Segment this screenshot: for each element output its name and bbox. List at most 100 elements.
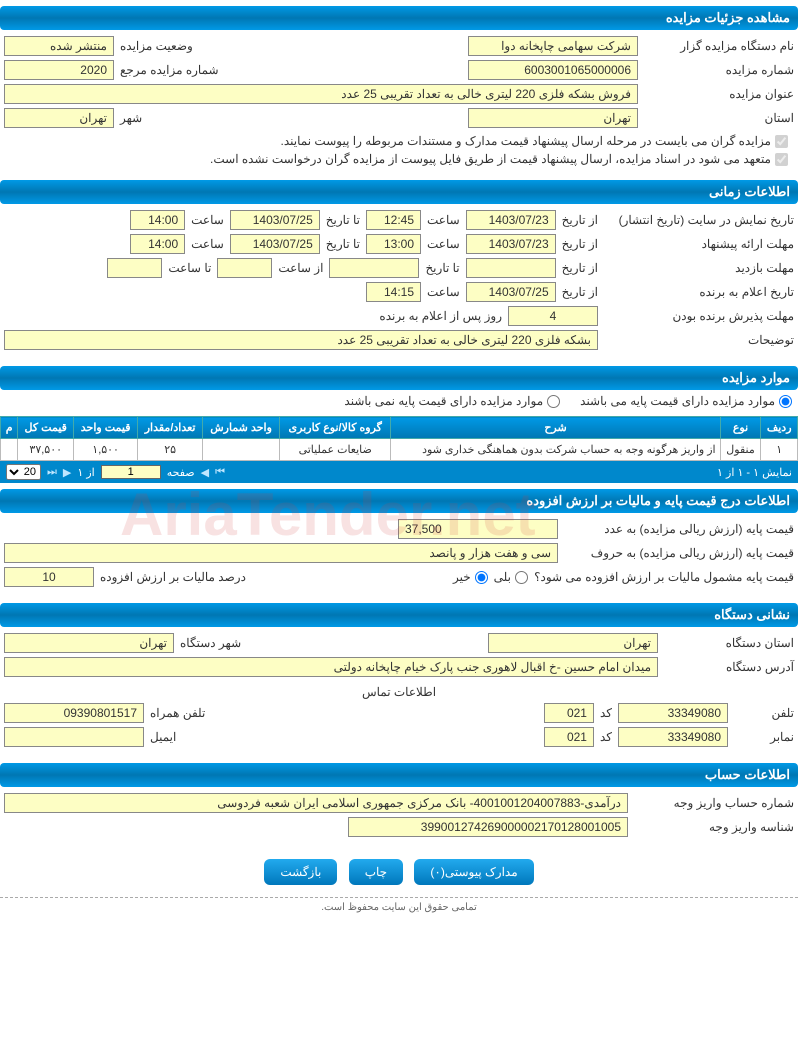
vat-q-label: قیمت پایه مشمول مالیات بر ارزش افزوده می… [534, 570, 794, 584]
cell-idx: ۱ [761, 439, 798, 461]
col-qty: تعداد/مقدار [138, 417, 203, 439]
cell-unitprice: ۱,۵۰۰ [74, 439, 138, 461]
vat-yes[interactable]: بلی [494, 570, 528, 584]
cell-unit [203, 439, 280, 461]
publish-from-date: 1403/07/23 [466, 210, 556, 230]
vat-no-input[interactable] [475, 571, 488, 584]
winner-from-label: از تاریخ [562, 285, 598, 299]
offer-label: مهلت ارائه پیشنهاد [604, 237, 794, 251]
base-txt-label: قیمت پایه (ارزش ریالی مزایده) به حروف [564, 546, 794, 560]
button-bar: مدارک پیوستی(۰) چاپ بازگشت [0, 847, 798, 897]
vat-no-label: خیر [453, 570, 471, 584]
col-row: ردیف [761, 417, 798, 439]
accept-label: مهلت پذیرش برنده بودن [604, 309, 794, 323]
org-city-label: شهر دستگاه [180, 636, 241, 650]
time-label-1: ساعت [427, 213, 460, 227]
org-city-value: تهران [4, 633, 174, 653]
status-value: منتشر شده [4, 36, 114, 56]
pager-page-input[interactable] [101, 465, 161, 479]
offer-from-label: از تاریخ [562, 237, 598, 251]
city-label: شهر [120, 111, 142, 125]
offer-from-time: 13:00 [366, 234, 421, 254]
email-label: ایمیل [150, 730, 176, 744]
province-label: استان [644, 111, 794, 125]
phone-code-label: کد [600, 706, 612, 720]
visit-to-label: تا تاریخ [425, 261, 459, 275]
org-name-label: نام دستگاه مزایده گزار [644, 39, 794, 53]
col-desc: شرح [391, 417, 720, 439]
offer-to-label: تا تاریخ [326, 237, 360, 251]
pager-first-icon[interactable]: ⏮ [215, 466, 225, 479]
pager-summary: نمایش ۱ - ۱ از ۱ [717, 466, 792, 479]
province-value: تهران [468, 108, 638, 128]
visit-label: مهلت بازدید [604, 261, 794, 275]
radio-has-price-input[interactable] [779, 395, 792, 408]
desc-value: بشکه فلزی 220 لیتری خالی به تعداد تقریبی… [4, 330, 598, 350]
from-date-label: از تاریخ [562, 213, 598, 227]
visit-from-time [217, 258, 272, 278]
publish-label: تاریخ نمایش در سایت (تاریخ انتشار) [604, 213, 794, 227]
vat-pct-value: 10 [4, 567, 94, 587]
city-value: تهران [4, 108, 114, 128]
timing-form: تاریخ نمایش در سایت (تاریخ انتشار) از تا… [0, 204, 798, 360]
visit-to-date [329, 258, 419, 278]
visit-to-time-label: تا ساعت [168, 261, 211, 275]
pager-prev-icon[interactable]: ◀ [201, 466, 209, 479]
cell-m [1, 439, 18, 461]
pager-next-icon[interactable]: ▶ [63, 466, 71, 479]
note2-text: متعهد می شود در اسناد مزایده، ارسال پیشن… [210, 152, 771, 166]
winner-label: تاریخ اعلام به برنده [604, 285, 794, 299]
col-m: م [1, 417, 18, 439]
phone-value: 33349080 [618, 703, 728, 723]
pager-size-select[interactable]: 20 [6, 464, 41, 480]
vat-yes-label: بلی [494, 570, 511, 584]
vat-yes-input[interactable] [515, 571, 528, 584]
winner-time-label: ساعت [427, 285, 460, 299]
ref-num-label: شماره مزایده مرجع [120, 63, 219, 77]
acc-value: درآمدی-4001001204007883- بانک مرکزی جمهو… [4, 793, 628, 813]
base-txt-value: سی و هفت هزار و پانصد [4, 543, 558, 563]
pager-of: از ۱ [77, 466, 94, 479]
pager-bar: نمایش ۱ - ۱ از ۱ ⏮ ◀ صفحه از ۱ ▶ ⏭ 20 [0, 461, 798, 483]
phone-code-value: 021 [544, 703, 594, 723]
table-row[interactable]: ۱ منقول از واریز هرگونه وجه به حساب شرکت… [1, 439, 798, 461]
fax-value: 33349080 [618, 727, 728, 747]
cell-desc: از واریز هرگونه وجه به حساب شرکت بدون هم… [391, 439, 720, 461]
org-province-label: استان دستگاه [664, 636, 794, 650]
cell-qty: ۲۵ [138, 439, 203, 461]
accid-label: شناسه واریز وجه [634, 820, 794, 834]
radio-no-price-label: موارد مزایده دارای قیمت پایه نمی باشند [344, 394, 543, 408]
offer-time-label-1: ساعت [427, 237, 460, 251]
radio-no-price-input[interactable] [547, 395, 560, 408]
radio-has-price[interactable]: موارد مزایده دارای قیمت پایه می باشند [580, 394, 792, 408]
auction-num-label: شماره مزایده [644, 63, 794, 77]
vat-no[interactable]: خیر [453, 570, 488, 584]
details-form: نام دستگاه مزایده گزار شرکت سهامی چاپخان… [0, 30, 798, 174]
section-timing-header: اطلاعات زمانی [0, 180, 798, 204]
offer-from-date: 1403/07/23 [466, 234, 556, 254]
attachments-button[interactable]: مدارک پیوستی(۰) [414, 859, 533, 885]
radio-no-price[interactable]: موارد مزایده دارای قیمت پایه نمی باشند [344, 394, 560, 408]
base-num-value: 37,500 [398, 519, 558, 539]
org-name-value: شرکت سهامی چاپخانه دوا [468, 36, 638, 56]
winner-time: 14:15 [366, 282, 421, 302]
pricing-form: قیمت پایه (ارزش ریالی مزایده) به عدد 37,… [0, 513, 798, 597]
vat-pct-label: درصد مالیات بر ارزش افزوده [100, 570, 246, 584]
org-addr-label: آدرس دستگاه [664, 660, 794, 674]
accept-suffix: روز پس از اعلام به برنده [379, 309, 502, 323]
status-label: وضعیت مزایده [120, 39, 193, 53]
col-unit: واحد شمارش [203, 417, 280, 439]
print-button[interactable]: چاپ [349, 859, 403, 885]
section-items-header: موارد مزایده [0, 366, 798, 390]
offer-to-time: 14:00 [130, 234, 185, 254]
back-button[interactable]: بازگشت [264, 859, 337, 885]
visit-to-time [107, 258, 162, 278]
account-form: شماره حساب واریز وجه درآمدی-400100120400… [0, 787, 798, 847]
publish-from-time: 12:45 [366, 210, 421, 230]
fax-label: نمابر [734, 730, 794, 744]
visit-from-label: از تاریخ [562, 261, 598, 275]
time-label-2: ساعت [191, 213, 224, 227]
pager-last-icon[interactable]: ⏭ [47, 466, 57, 479]
col-total: قیمت کل [18, 417, 74, 439]
desc-label: توضیحات [604, 333, 794, 347]
